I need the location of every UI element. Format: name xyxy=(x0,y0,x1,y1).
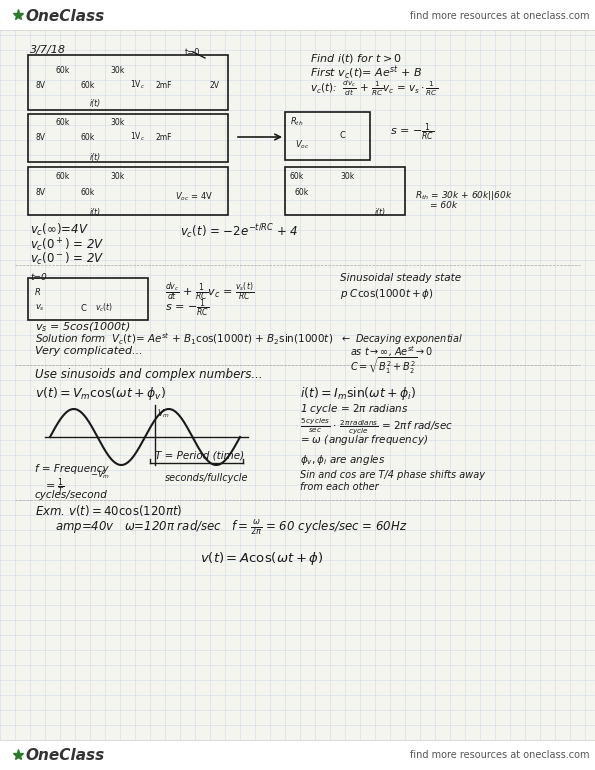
Text: i(t): i(t) xyxy=(90,99,101,108)
Text: t=0: t=0 xyxy=(30,273,47,282)
Text: 8V: 8V xyxy=(35,132,45,142)
Text: 60k: 60k xyxy=(55,65,69,75)
Text: 60k: 60k xyxy=(295,188,309,196)
Text: find more resources at oneclass.com: find more resources at oneclass.com xyxy=(411,11,590,21)
Text: 30k: 30k xyxy=(340,172,354,180)
Text: R: R xyxy=(35,287,41,296)
Text: 1 cycle = $2\pi$ radians: 1 cycle = $2\pi$ radians xyxy=(300,402,408,416)
Text: $R_{th}$ = 30k + 60k||60k: $R_{th}$ = 30k + 60k||60k xyxy=(415,189,513,202)
Text: $\leftarrow$ Decaying exponential: $\leftarrow$ Decaying exponential xyxy=(340,332,464,346)
Text: 8V: 8V xyxy=(35,81,45,89)
Text: amp=40v   $\omega$=120$\pi$ rad/sec   $f = \frac{\omega}{2\pi}$ = 60 cycles/sec : amp=40v $\omega$=120$\pi$ rad/sec $f = \… xyxy=(55,519,408,538)
Text: i(t): i(t) xyxy=(375,207,386,216)
Text: $v_s$ = 5cos(1000t): $v_s$ = 5cos(1000t) xyxy=(35,320,130,333)
Text: 60k: 60k xyxy=(80,81,94,89)
Text: seconds/fullcycle: seconds/fullcycle xyxy=(165,473,249,483)
Text: $v_c(t)$: $v_c(t)$ xyxy=(95,302,113,314)
Bar xyxy=(28,114,228,162)
Text: find more resources at oneclass.com: find more resources at oneclass.com xyxy=(411,750,590,760)
Text: 2mF: 2mF xyxy=(155,81,171,89)
Text: $C = \sqrt{B_1^2 + B_2^2}$: $C = \sqrt{B_1^2 + B_2^2}$ xyxy=(350,356,418,377)
Text: s = $-\frac{1}{RC}$: s = $-\frac{1}{RC}$ xyxy=(390,122,434,143)
Text: $V_{oc}$ = 4V: $V_{oc}$ = 4V xyxy=(175,191,213,203)
Text: Exm. $v(t)=40\cos(120\pi t)$: Exm. $v(t)=40\cos(120\pi t)$ xyxy=(35,503,183,518)
Text: $v_c(t)$:  $\frac{dv_c}{dt}$ + $\frac{1}{RC}v_c$ = $v_s\cdot\frac{1}{RC}$: $v_c(t)$: $\frac{dv_c}{dt}$ + $\frac{1}{… xyxy=(310,78,438,98)
Text: = $\frac{1}{T}$: = $\frac{1}{T}$ xyxy=(45,477,65,498)
Text: i(t): i(t) xyxy=(90,207,101,216)
Text: Sinusoidal steady state: Sinusoidal steady state xyxy=(340,273,461,283)
Text: Solution form  $V_c(t)$= $Ae^{st}$ + $B_1\cos(1000t)$ + $B_2\sin(1000t)$: Solution form $V_c(t)$= $Ae^{st}$ + $B_1… xyxy=(35,332,333,347)
Bar xyxy=(28,278,148,320)
Text: $-V_m$: $-V_m$ xyxy=(90,468,110,480)
Text: t=0: t=0 xyxy=(185,48,201,56)
Text: T = Period (time): T = Period (time) xyxy=(155,450,244,460)
Text: OneClass: OneClass xyxy=(25,8,104,24)
Text: p $C\cos(1000t + \phi)$: p $C\cos(1000t + \phi)$ xyxy=(340,287,434,301)
Bar xyxy=(28,55,228,110)
Text: Use sinusoids and complex numbers...: Use sinusoids and complex numbers... xyxy=(35,368,262,381)
Text: 3/7/18: 3/7/18 xyxy=(30,45,66,55)
Bar xyxy=(0,740,595,770)
Text: $v_c(t)$ = $-2e^{-t/RC}$ + 4: $v_c(t)$ = $-2e^{-t/RC}$ + 4 xyxy=(180,222,299,241)
Bar xyxy=(28,167,228,215)
Text: = $\omega$ (angular frequency): = $\omega$ (angular frequency) xyxy=(300,433,428,447)
Text: 8V: 8V xyxy=(35,188,45,196)
Text: from each other: from each other xyxy=(300,482,378,492)
Text: $v_c(0^+)$ = 2V: $v_c(0^+)$ = 2V xyxy=(30,237,105,254)
Text: f = Frequency: f = Frequency xyxy=(35,464,109,474)
Text: $V_{oc}$: $V_{oc}$ xyxy=(295,139,309,151)
Text: 60k: 60k xyxy=(55,118,69,126)
Text: $v_c(\infty)$=4V: $v_c(\infty)$=4V xyxy=(30,222,89,238)
Text: First $v_c(t)$= $Ae^{st}$ + B: First $v_c(t)$= $Ae^{st}$ + B xyxy=(310,65,422,82)
Text: 1V$_c$: 1V$_c$ xyxy=(130,79,145,92)
Text: $v_c(0^-)$ = 2V: $v_c(0^-)$ = 2V xyxy=(30,251,105,267)
Text: 30k: 30k xyxy=(110,65,124,75)
Text: s = $-\frac{1}{RC}$: s = $-\frac{1}{RC}$ xyxy=(165,298,209,320)
Text: $v(t) = A\cos(\omega t + \phi)$: $v(t) = A\cos(\omega t + \phi)$ xyxy=(200,550,324,567)
Text: = 60k: = 60k xyxy=(430,200,457,209)
Text: 60k: 60k xyxy=(290,172,304,180)
Text: Very complicated...: Very complicated... xyxy=(35,346,143,356)
Text: $\phi_v, \phi_i$ are angles: $\phi_v, \phi_i$ are angles xyxy=(300,453,386,467)
Text: $V_m$: $V_m$ xyxy=(157,407,170,420)
Text: 2V: 2V xyxy=(210,81,220,89)
Text: 30k: 30k xyxy=(110,118,124,126)
Text: $v_s$: $v_s$ xyxy=(35,303,45,313)
Text: 60k: 60k xyxy=(55,172,69,180)
Text: $i(t) = I_m\sin(\omega t + \phi_i)$: $i(t) = I_m\sin(\omega t + \phi_i)$ xyxy=(300,385,416,402)
Text: 2mF: 2mF xyxy=(155,132,171,142)
Text: $v(t) = V_m\cos(\omega t + \phi_v)$: $v(t) = V_m\cos(\omega t + \phi_v)$ xyxy=(35,385,166,402)
Text: i(t): i(t) xyxy=(90,152,101,162)
Text: $R_{th}$: $R_{th}$ xyxy=(290,116,303,129)
Text: Sin and cos are T/4 phase shifts away: Sin and cos are T/4 phase shifts away xyxy=(300,470,485,480)
Text: cycles/second: cycles/second xyxy=(35,490,108,500)
Bar xyxy=(285,112,370,160)
Bar xyxy=(285,167,405,215)
Text: 60k: 60k xyxy=(80,132,94,142)
Bar xyxy=(0,0,595,30)
Text: as $t\rightarrow\infty$, $Ae^{st}\rightarrow 0$: as $t\rightarrow\infty$, $Ae^{st}\righta… xyxy=(350,344,433,359)
Text: $\frac{dv_c}{dt}$ + $\frac{1}{RC}v_c$ = $\frac{v_s(t)}{RC}$: $\frac{dv_c}{dt}$ + $\frac{1}{RC}v_c$ = … xyxy=(165,280,254,303)
Text: $\frac{5\,cycles}{sec}$ $\cdot$ $\frac{2\pi\,radians}{cycle}$ = $2\pi f$ rad/sec: $\frac{5\,cycles}{sec}$ $\cdot$ $\frac{2… xyxy=(300,417,453,437)
Text: C: C xyxy=(340,130,346,139)
Text: 60k: 60k xyxy=(80,188,94,196)
Text: OneClass: OneClass xyxy=(25,748,104,762)
Text: C: C xyxy=(80,303,86,313)
Text: 1V$_c$: 1V$_c$ xyxy=(130,131,145,143)
Text: Find $i(t)$ for $t>0$: Find $i(t)$ for $t>0$ xyxy=(310,52,402,65)
Text: 30k: 30k xyxy=(110,172,124,180)
